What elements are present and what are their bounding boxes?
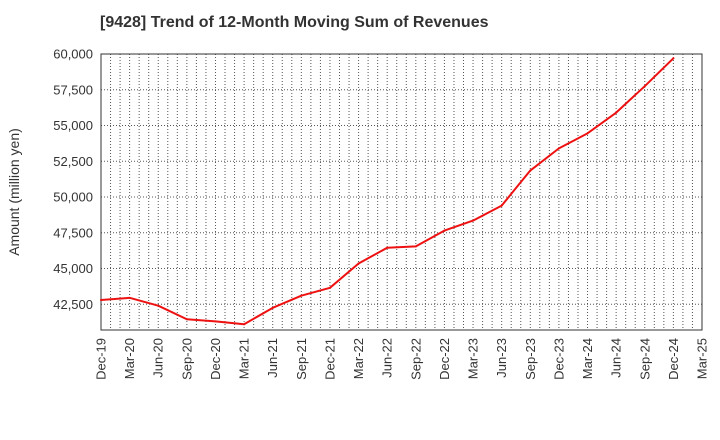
plot-area: [101, 54, 702, 330]
data-point: [100, 298, 102, 301]
data-point: [443, 229, 446, 232]
data-point: [414, 245, 417, 248]
data-point: [328, 286, 331, 289]
data-point: [386, 246, 389, 249]
x-tick-label: Sep-22: [408, 338, 423, 380]
x-tick-label: Mar-23: [466, 338, 481, 379]
data-point: [185, 318, 188, 321]
x-tick-label: Mar-25: [695, 338, 710, 379]
data-point: [243, 323, 246, 326]
data-point: [300, 294, 303, 297]
x-tick-label: Jun-23: [494, 338, 509, 378]
x-tick-label: Jun-24: [609, 338, 624, 378]
y-tick-label: 50,000: [53, 190, 93, 205]
data-point: [615, 111, 618, 114]
y-tick-label: 47,500: [53, 225, 93, 240]
y-tick-label: 42,500: [53, 297, 93, 312]
y-tick-label: 60,000: [53, 47, 93, 62]
data-point: [672, 57, 675, 60]
x-tick-label: Mar-24: [580, 338, 595, 379]
x-tick-label: Dec-23: [551, 338, 566, 380]
data-point: [643, 85, 646, 88]
data-point: [128, 296, 131, 299]
data-point: [472, 219, 475, 222]
chart-title: [9428] Trend of 12-Month Moving Sum of R…: [100, 14, 489, 31]
x-tick-label: Dec-19: [94, 338, 109, 380]
data-point: [586, 132, 589, 135]
x-tick-label: Jun-20: [151, 338, 166, 378]
x-tick-label: Sep-24: [637, 338, 652, 380]
y-tick-label: 45,000: [53, 261, 93, 276]
x-tick-label: Sep-20: [179, 338, 194, 380]
x-tick-label: Mar-22: [351, 338, 366, 379]
data-point: [557, 147, 560, 150]
x-tick-label: Mar-20: [122, 338, 137, 379]
data-point: [157, 304, 160, 307]
x-tick-label: Jun-21: [265, 338, 280, 378]
data-point: [357, 262, 360, 265]
data-point: [529, 169, 532, 172]
plot-frame: [100, 53, 703, 331]
x-tick-label: Sep-23: [523, 338, 538, 380]
data-point: [500, 204, 503, 207]
x-tick-label: Dec-21: [322, 338, 337, 380]
data-point: [271, 306, 274, 309]
y-tick-label: 52,500: [53, 154, 93, 169]
x-tick-label: Sep-21: [294, 338, 309, 380]
x-tick-label: Mar-21: [237, 338, 252, 379]
x-tick-label: Dec-24: [666, 338, 681, 380]
x-tick-label: Dec-22: [437, 338, 452, 380]
data-point: [214, 320, 217, 323]
y-tick-label: 55,000: [53, 118, 93, 133]
x-tick-label: Jun-22: [380, 338, 395, 378]
y-tick-label: 57,500: [53, 82, 93, 97]
x-tick-label: Dec-20: [208, 338, 223, 380]
